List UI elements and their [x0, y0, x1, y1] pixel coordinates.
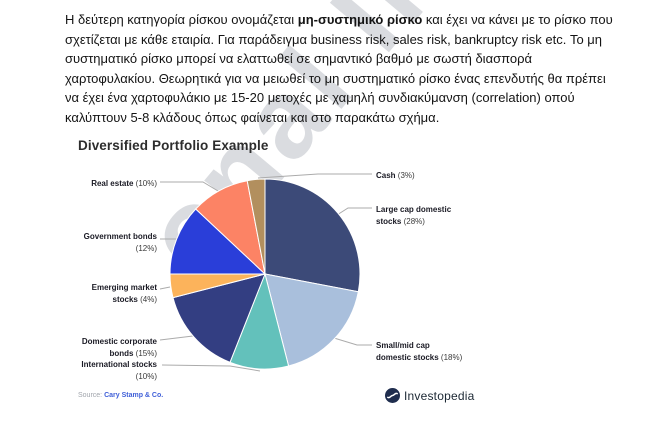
callout-line-large_cap	[336, 207, 372, 216]
source-label: Source:	[78, 392, 103, 399]
pie-label-emerging: Emerging market stocks (4%)	[91, 283, 157, 304]
paragraph-text-before: Η δεύτερη κατηγορία ρίσκου ονομάζεται	[65, 12, 298, 27]
source-link[interactable]: Cary Stamp & Co.	[104, 392, 164, 399]
pie-label-international: International stocks (10%)	[81, 360, 157, 381]
callout-line-international	[161, 364, 261, 372]
pie-label-large_cap: Large cap domestic stocks (28%)	[376, 205, 452, 226]
pie-slice-cash	[246, 178, 266, 275]
pie-label-small_mid: Small/mid cap domestic stocks (18%)	[376, 341, 463, 362]
pie-label-real_estate: Real estate (10%)	[91, 179, 157, 188]
investopedia-icon	[385, 388, 400, 403]
callout-line-emerging	[159, 286, 171, 290]
callout-line-small_mid	[333, 337, 372, 346]
chart-title: Diversified Portfolio Example	[78, 138, 269, 153]
pie-label-cash: Cash (3%)	[376, 171, 415, 180]
callout-line-real_estate	[160, 181, 219, 192]
source-line: Source: Cary Stamp & Co.	[78, 392, 163, 399]
pie-slice-domestic_corporate	[172, 273, 266, 363]
investopedia-wordmark: Investopedia	[404, 388, 475, 403]
paragraph: Η δεύτερη κατηγορία ρίσκου ονομάζεται μη…	[65, 10, 621, 127]
paragraph-bold-term: μη-συστημικό ρίσκο	[297, 12, 423, 27]
callout-line-domestic_corporate	[159, 335, 194, 341]
paragraph-text-after: και έχει να κάνει με το ρίσκο που σχετίζ…	[65, 12, 613, 125]
pie-label-government: Government bonds (12%)	[83, 232, 157, 253]
pie-label-domestic_corporate: Domestic corporate bonds (15%)	[81, 337, 157, 358]
pie-slice-small_mid	[264, 273, 359, 367]
pie-slice-government	[169, 208, 267, 275]
callout-line-cash	[257, 173, 372, 179]
pie-slice-large_cap	[264, 178, 361, 293]
investopedia-logo: Investopedia	[385, 388, 474, 403]
